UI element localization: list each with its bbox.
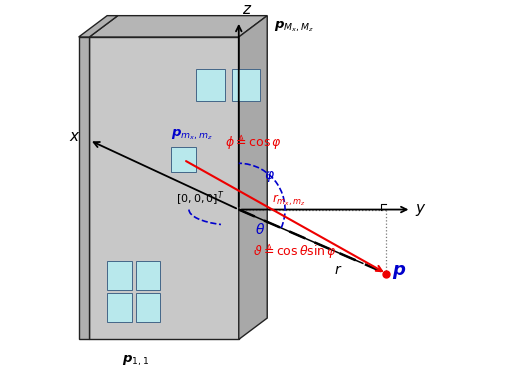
Text: $\vartheta \triangleq \cos\theta\sin\varphi$: $\vartheta \triangleq \cos\theta\sin\var… — [252, 241, 336, 260]
Text: $\boldsymbol{p}$: $\boldsymbol{p}$ — [391, 263, 406, 281]
Text: $[0,0,0]^T$: $[0,0,0]^T$ — [176, 190, 224, 208]
Text: $r$: $r$ — [333, 263, 342, 278]
Text: $x$: $x$ — [69, 129, 80, 144]
Text: $\phi \triangleq \cos\varphi$: $\phi \triangleq \cos\varphi$ — [224, 132, 281, 151]
Polygon shape — [78, 37, 89, 339]
Text: $\boldsymbol{p}_{m_x,m_z}$: $\boldsymbol{p}_{m_x,m_z}$ — [171, 128, 213, 142]
Bar — [107, 293, 132, 322]
Bar — [135, 261, 160, 289]
Bar — [171, 147, 196, 172]
Text: $z$: $z$ — [242, 3, 252, 17]
Text: $r_{m_x,m_z}$: $r_{m_x,m_z}$ — [271, 192, 305, 208]
Text: $\varphi$: $\varphi$ — [263, 169, 274, 184]
Polygon shape — [238, 16, 267, 339]
Polygon shape — [89, 16, 267, 37]
Polygon shape — [78, 16, 118, 37]
Bar — [196, 69, 224, 101]
Bar — [107, 261, 132, 289]
Polygon shape — [89, 37, 238, 339]
Text: $\boldsymbol{p}_{M_x,M_z}$: $\boldsymbol{p}_{M_x,M_z}$ — [274, 19, 314, 33]
Text: $y$: $y$ — [414, 202, 426, 218]
Text: $\boldsymbol{p}_{1,1}$: $\boldsymbol{p}_{1,1}$ — [122, 354, 149, 368]
Bar — [135, 293, 160, 322]
Bar — [231, 69, 260, 101]
Text: $\theta$: $\theta$ — [255, 222, 265, 237]
